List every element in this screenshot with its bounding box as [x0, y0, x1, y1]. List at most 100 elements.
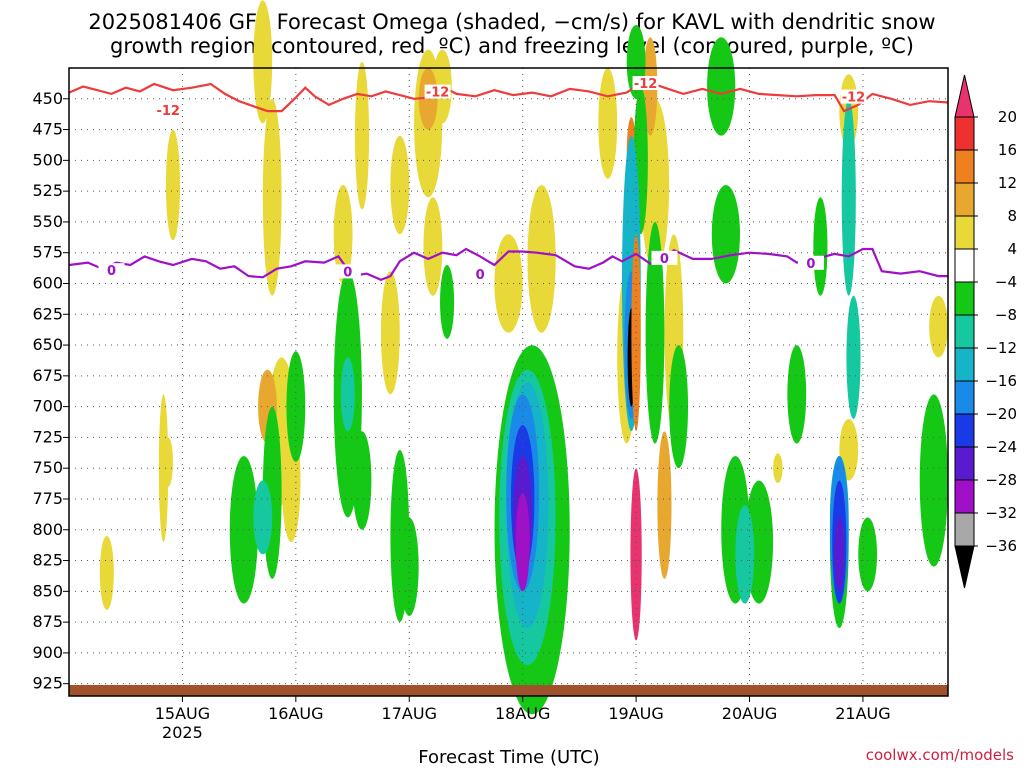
omega-shade-13: [423, 197, 443, 296]
x-tick-label-6: 21AUG: [835, 704, 890, 723]
colorbar-label-5: −4: [995, 273, 1017, 291]
gridlines: [69, 68, 948, 696]
y-tick-label-825: 825: [32, 551, 63, 570]
colorbar-box-5: [954, 281, 975, 316]
omega-shade-40: [645, 222, 665, 444]
omega-shade-5: [262, 98, 282, 296]
chart-title-line1: 2025081406 GFS Forecast Omega (shaded, −…: [88, 10, 935, 34]
colorbar-box-10: [954, 446, 975, 481]
y-tick-label-650: 650: [32, 335, 63, 354]
x-tick-label-4: 19AUG: [608, 704, 663, 723]
colorbar-box-6: [954, 314, 975, 349]
omega-shade-18: [598, 68, 618, 179]
y-axis: 450 475 500 525 550 575 600 625 650 675 700 725 750 7…: [32, 89, 69, 693]
contours: -12 -12 -12 -12 0 0 0 0 0: [68, 76, 949, 283]
colorbar-box-9: [954, 413, 975, 448]
x-tick-label-2: 17AUG: [382, 704, 437, 723]
contour-label-bg-1-3: [651, 250, 678, 265]
chart-title-line2: growth region (contoured, red, ºC) and f…: [110, 34, 914, 58]
colorbar-box-4: [954, 248, 975, 283]
contour-label-0-1: -12: [426, 86, 450, 101]
contour-label-bg-1-1: [334, 264, 361, 279]
y-tick-label-550: 550: [32, 212, 63, 231]
y-tick-label-675: 675: [32, 366, 63, 385]
x-axis-label: Forecast Time (UTC): [418, 747, 599, 768]
colorbar-box-2: [954, 182, 975, 217]
omega-shade-47: [813, 197, 828, 296]
omega-shade-25: [929, 295, 948, 358]
x-tick-sublabel-0: 2025: [162, 723, 203, 742]
colorbar-label-2: 12: [998, 174, 1017, 192]
colorbar-box-11: [954, 479, 975, 514]
contour-line-1: [68, 247, 948, 281]
y-tick-label-875: 875: [32, 612, 63, 631]
omega-shade-43: [711, 185, 740, 284]
y-tick-label-800: 800: [32, 520, 63, 539]
omega-shade-38: [440, 265, 455, 339]
omega-shade-0: [165, 129, 181, 241]
colorbar-label-9: −20: [985, 405, 1017, 423]
contour-label-0-3: -12: [842, 91, 866, 106]
omega-shade-29: [657, 431, 672, 579]
contour-label-bg-0-3: [840, 89, 867, 104]
omega-shade-35: [352, 431, 372, 530]
contour-label-bg-1-4: [797, 255, 824, 270]
colorbar-label-6: −8: [995, 306, 1017, 324]
plot-area: -12 -12 -12 -12 0 0 0 0 0: [68, 0, 949, 715]
y-tick-label-450: 450: [32, 89, 63, 108]
contour-label-1-4: 0: [806, 257, 815, 272]
colorbar-label-7: −12: [985, 339, 1017, 357]
omega-shade-16: [527, 185, 556, 333]
colorbar-box-1: [954, 149, 975, 184]
y-tick-label-900: 900: [32, 643, 63, 662]
colorbar-label-3: 8: [1007, 207, 1017, 225]
contour-label-1-2: 0: [476, 268, 485, 283]
omega-shade-4: [253, 0, 273, 124]
colorbar: 20 16 12 8 4 −4 −8 −12 −16 −20 −24 −28 −32 −36: [954, 74, 1017, 589]
contour-label-1-3: 0: [660, 252, 669, 267]
contour-line-0: [68, 81, 949, 113]
contour-label-1-0: 0: [107, 264, 116, 279]
x-tick-label-1: 16AUG: [268, 704, 323, 723]
omega-shade-9: [354, 61, 370, 210]
contour-label-bg-0-0: [155, 103, 182, 118]
y-tick-label-525: 525: [32, 181, 63, 200]
colorbar-box-12: [954, 512, 975, 547]
omega-shade-3: [158, 394, 169, 542]
omega-shade-49: [858, 517, 878, 592]
x-tick-label-3: 18AUG: [495, 704, 550, 723]
omega-shade-52: [253, 480, 273, 555]
y-tick-label-600: 600: [32, 273, 63, 292]
omega-shade-33: [286, 351, 306, 462]
omega-shade-70: [834, 517, 845, 592]
colorbar-box-8: [954, 380, 975, 415]
omega-shade-46: [787, 345, 807, 444]
colorbar-box-0: [954, 116, 975, 151]
credit-text: coolwx.com/models: [866, 746, 1014, 764]
colorbar-box-7: [954, 347, 975, 382]
omega-shade-27: [418, 68, 438, 130]
y-tick-label-775: 775: [32, 489, 63, 508]
omega-shade-2: [99, 535, 114, 610]
colorbar-label-12: −32: [985, 504, 1017, 522]
omega-shade-56: [735, 505, 755, 604]
y-tick-label-475: 475: [32, 120, 63, 139]
plot-frame: [68, 67, 949, 697]
contour-label-bg-1-0: [98, 263, 125, 278]
x-tick-label-5: 20AUG: [722, 704, 777, 723]
omega-shade-10: [380, 271, 400, 395]
x-tick-label-0: 15AUG: [155, 704, 210, 723]
omega-shade-53: [340, 357, 355, 432]
omega-shade-41: [669, 345, 689, 469]
y-tick-label-850: 850: [32, 581, 63, 600]
colorbar-top-arrow: [954, 74, 975, 118]
y-tick-label-925: 925: [32, 674, 63, 693]
contour-label-1-1: 0: [343, 265, 352, 280]
terrain-band: [69, 685, 948, 696]
y-tick-label-700: 700: [32, 397, 63, 416]
y-tick-label-725: 725: [32, 427, 63, 446]
contour-label-0-0: -12: [156, 104, 180, 119]
colorbar-label-11: −28: [985, 471, 1017, 489]
colorbar-label-0: 20: [998, 108, 1017, 126]
